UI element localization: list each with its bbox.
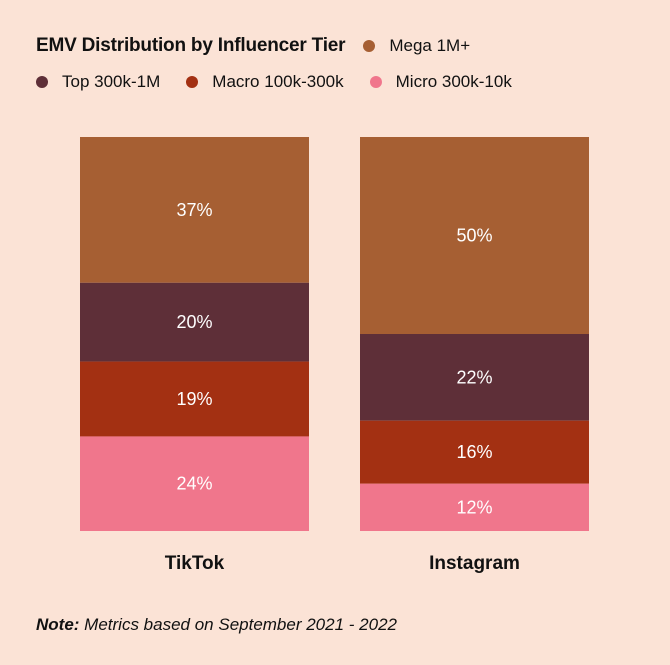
legend-label-top: Top 300k-1M [62,72,161,91]
data-label-instagram-mega-1m: 50% [456,226,492,246]
legend-row-1: EMV Distribution by Influencer Tier Mega… [36,34,496,58]
data-label-instagram-micro-300k-10k: 12% [456,497,492,517]
data-label-tiktok-micro-300k-10k: 24% [176,474,212,494]
chart-title: EMV Distribution by Influencer Tier [36,35,346,56]
bar-segment-instagram-micro-300k-10k [360,483,589,531]
bar-segment-tiktok-mega-1m [80,137,309,283]
bar-segment-tiktok-micro-300k-10k [80,436,309,531]
legend-row-2: Top 300k-1M Macro 100k-300k Micro 300k-1… [36,70,538,94]
data-label-instagram-macro-100k-300k: 16% [456,442,492,462]
legend-dot-micro [369,76,382,88]
data-label-tiktok-top-300k-1m: 20% [176,312,212,332]
legend-item-micro: Micro 300k-10k [369,72,512,92]
legend-item-top: Top 300k-1M [36,72,160,92]
note-prefix: Note: [36,615,80,634]
legend-item-mega: Mega 1M+ [363,36,470,56]
legend-dot-macro [186,76,199,88]
bar-segment-instagram-macro-100k-300k [360,420,589,484]
note-text: Metrics based on September 2021 - 2022 [79,615,397,634]
legend-label-micro: Micro 300k-10k [395,72,512,91]
legend-dot-top [36,76,48,88]
footnote: Note: Metrics based on September 2021 - … [36,615,397,635]
data-label-tiktok-mega-1m: 37% [176,200,212,220]
data-label-tiktok-macro-100k-300k: 19% [176,389,212,409]
data-label-instagram-top-300k-1m: 22% [456,367,492,387]
bar-segment-tiktok-top-300k-1m [80,282,309,362]
legend-item-macro: Macro 100k-300k [186,72,344,92]
legend-label-mega: Mega 1M+ [389,36,471,55]
category-label-tiktok: TikTok [165,553,225,574]
bar-segment-instagram-mega-1m [360,137,589,334]
legend-label-macro: Macro 100k-300k [212,72,344,91]
bar-segment-tiktok-macro-100k-300k [80,361,309,437]
bar-segment-instagram-top-300k-1m [360,334,589,421]
legend-dot-mega [363,40,376,52]
category-label-instagram: Instagram [429,553,520,574]
